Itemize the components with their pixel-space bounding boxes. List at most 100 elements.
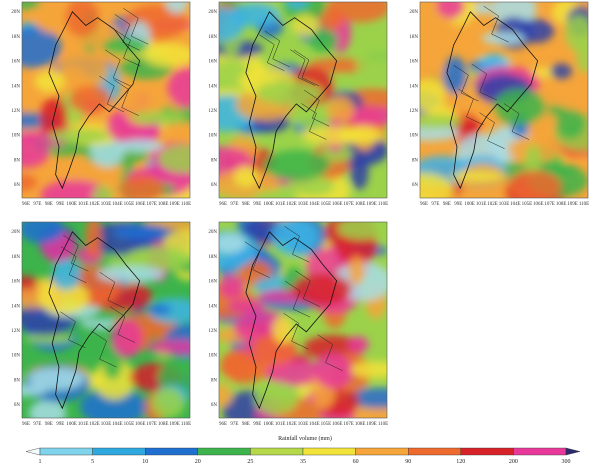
lat-label: 20N — [409, 10, 418, 15]
rain-blob — [308, 57, 370, 74]
coastline — [245, 11, 338, 190]
lon-label: 105E — [124, 422, 135, 427]
colorbar-segment — [92, 447, 146, 456]
rainfall-field — [22, 2, 190, 198]
lon-label: 105E — [321, 202, 332, 207]
lon-label: 100E — [263, 202, 274, 207]
rain-blob — [40, 180, 109, 198]
rain-blob — [80, 388, 147, 418]
colorbar-tick-label: 60 — [353, 459, 359, 464]
lon-label: 99E — [56, 422, 64, 427]
colorbar: 1 5 10 20 25 35 60 90 120 200 300 — [25, 447, 581, 464]
lat-label: 20N — [208, 10, 217, 15]
border-line — [264, 30, 290, 68]
border-line — [293, 49, 320, 87]
lat-label: 14N — [11, 304, 20, 309]
coastline — [446, 11, 539, 190]
border-line — [317, 334, 343, 371]
lon-label: 98E — [443, 202, 451, 207]
lon-label: 97E — [33, 422, 41, 427]
lat-label: 8N — [211, 158, 218, 163]
lon-label: 107E — [544, 202, 555, 207]
lon-label: 105E — [522, 202, 533, 207]
colorbar-segment — [144, 447, 198, 456]
rain-blob — [34, 70, 66, 93]
panel-frame — [218, 221, 388, 419]
border-line — [60, 311, 86, 349]
rain-blob — [337, 222, 386, 240]
lon-label: 100E — [464, 202, 475, 207]
lon-label: 106E — [332, 202, 343, 207]
border-line — [244, 241, 270, 278]
lon-label: 96E — [420, 202, 428, 207]
rain-blob — [219, 383, 233, 408]
colorbar-tick-label: 120 — [456, 459, 465, 464]
lon-label: 108E — [355, 202, 366, 207]
lon-label: 109E — [567, 202, 578, 207]
lon-label: 107E — [343, 202, 354, 207]
rain-blob — [291, 273, 352, 306]
lat-label: 10N — [409, 134, 418, 139]
rain-blob — [219, 274, 245, 299]
lon-label: 96E — [219, 422, 227, 427]
panel-frame — [419, 1, 589, 199]
rain-blob — [158, 144, 190, 174]
colorbar-segment — [302, 447, 356, 456]
border-line — [453, 64, 479, 102]
lon-label: 101E — [275, 422, 286, 427]
rain-blob — [493, 88, 546, 126]
rain-blob — [22, 222, 65, 244]
rain-blob — [142, 43, 190, 67]
rain-blob — [420, 172, 454, 198]
rain-blob — [524, 143, 541, 178]
rain-blob — [313, 352, 353, 389]
rain-blob — [348, 255, 365, 286]
lon-label: 99E — [253, 202, 261, 207]
lon-label: 102E — [89, 202, 100, 207]
lon-label: 101E — [476, 202, 487, 207]
lon-label: 110E — [181, 202, 191, 207]
lon-label: 98E — [45, 202, 53, 207]
rain-blob — [347, 336, 369, 354]
lon-label: 103E — [499, 202, 510, 207]
rain-blob — [35, 2, 66, 33]
lon-label: 109E — [169, 422, 180, 427]
rain-blob — [481, 31, 526, 45]
lon-label: 98E — [242, 202, 250, 207]
lon-label: 108E — [556, 202, 567, 207]
lat-label: 18N — [409, 35, 418, 40]
rain-blob — [47, 128, 110, 143]
lon-label: 100E — [66, 422, 77, 427]
lat-label: 14N — [409, 84, 418, 89]
rain-blob — [420, 124, 461, 142]
rain-blob — [254, 382, 299, 415]
rain-blob — [355, 42, 387, 83]
lat-label: 18N — [208, 255, 217, 260]
rain-blob — [22, 134, 50, 168]
colorbar-segment — [39, 447, 93, 456]
lon-label: 104E — [309, 202, 320, 207]
lat-label: 12N — [409, 109, 418, 114]
lon-label: 96E — [22, 202, 30, 207]
border-line — [301, 103, 327, 140]
panel-frame — [218, 1, 388, 199]
border-line — [479, 112, 505, 149]
rain-blob — [350, 361, 387, 379]
lon-label: 97E — [230, 202, 238, 207]
field-blobs — [22, 222, 190, 418]
lon-label: 103E — [101, 422, 112, 427]
rain-blob — [58, 49, 109, 90]
lon-label: 97E — [230, 422, 238, 427]
rain-blob — [130, 110, 186, 125]
rain-blob — [336, 232, 378, 264]
colorbar-segment — [513, 447, 567, 456]
rainfall-field — [420, 2, 588, 198]
lat-label: 20N — [208, 230, 217, 235]
panel-frame — [21, 1, 191, 199]
field-blobs — [219, 2, 387, 198]
lon-label: 106E — [332, 422, 343, 427]
lat-label: 6N — [211, 183, 218, 188]
coastline — [245, 231, 338, 410]
